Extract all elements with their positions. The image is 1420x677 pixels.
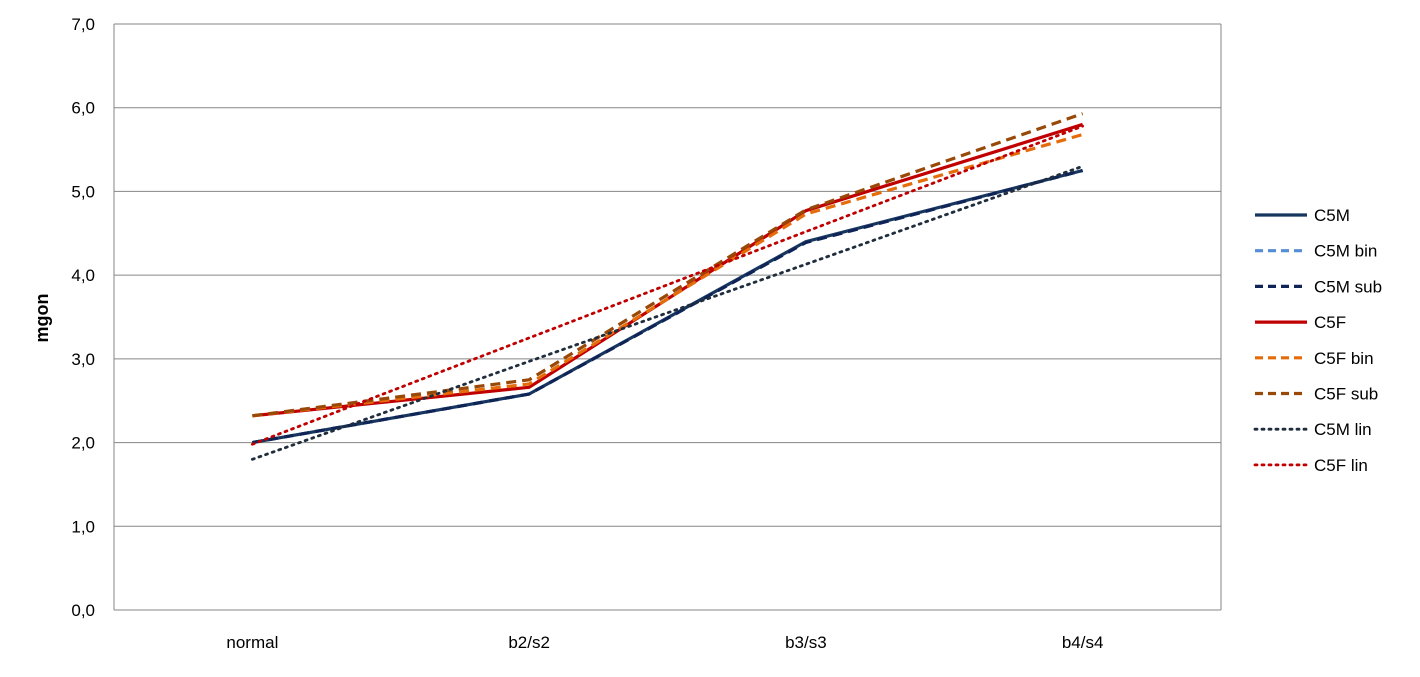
y-tick-label: 2,0 (71, 434, 95, 453)
series-line-c5m-lin (250, 164, 1085, 461)
y-tick-label: 7,0 (71, 15, 95, 34)
legend-label: C5M (1314, 206, 1350, 225)
y-tick-label: 4,0 (71, 266, 95, 285)
legend-label: C5F bin (1314, 349, 1374, 368)
legend-label: C5M sub (1314, 277, 1382, 296)
x-axis-tick-labels: normal b2/s2 b3/s3 b4/s4 (226, 633, 1103, 652)
y-axis-title: mgon (32, 294, 52, 343)
y-tick-label: 1,0 (71, 517, 95, 536)
x-tick-label: b3/s3 (785, 633, 827, 652)
legend: C5M C5M bin C5M sub C5F C5F bin C5F sub C5M li… (1253, 206, 1382, 475)
y-axis-tick-labels: 0,0 1,0 2,0 3,0 4,0 5,0 6,0 7,0 (71, 15, 95, 620)
y-tick-label: 6,0 (71, 99, 95, 118)
series-line-c5f-lin (250, 124, 1085, 446)
series-line-c5m-sub (252, 168, 1084, 445)
y-tick-label: 5,0 (71, 182, 95, 201)
y-tick-label: 3,0 (71, 350, 95, 369)
legend-label: C5M bin (1314, 242, 1377, 261)
legend-label: C5M lin (1314, 420, 1372, 439)
legend-label: C5F (1314, 313, 1346, 332)
legend-label: C5F lin (1314, 456, 1368, 475)
series-line-c5f (252, 122, 1084, 418)
x-tick-label: b4/s4 (1062, 633, 1104, 652)
x-tick-label: b2/s2 (508, 633, 550, 652)
series-line-c5f-sub (252, 112, 1084, 418)
x-tick-label: normal (226, 633, 278, 652)
series-line-c5f-bin (252, 132, 1084, 418)
chart-axes (113, 24, 1222, 610)
y-tick-label: 0,0 (71, 601, 95, 620)
series-lines (250, 112, 1085, 461)
legend-label: C5F sub (1314, 385, 1378, 404)
